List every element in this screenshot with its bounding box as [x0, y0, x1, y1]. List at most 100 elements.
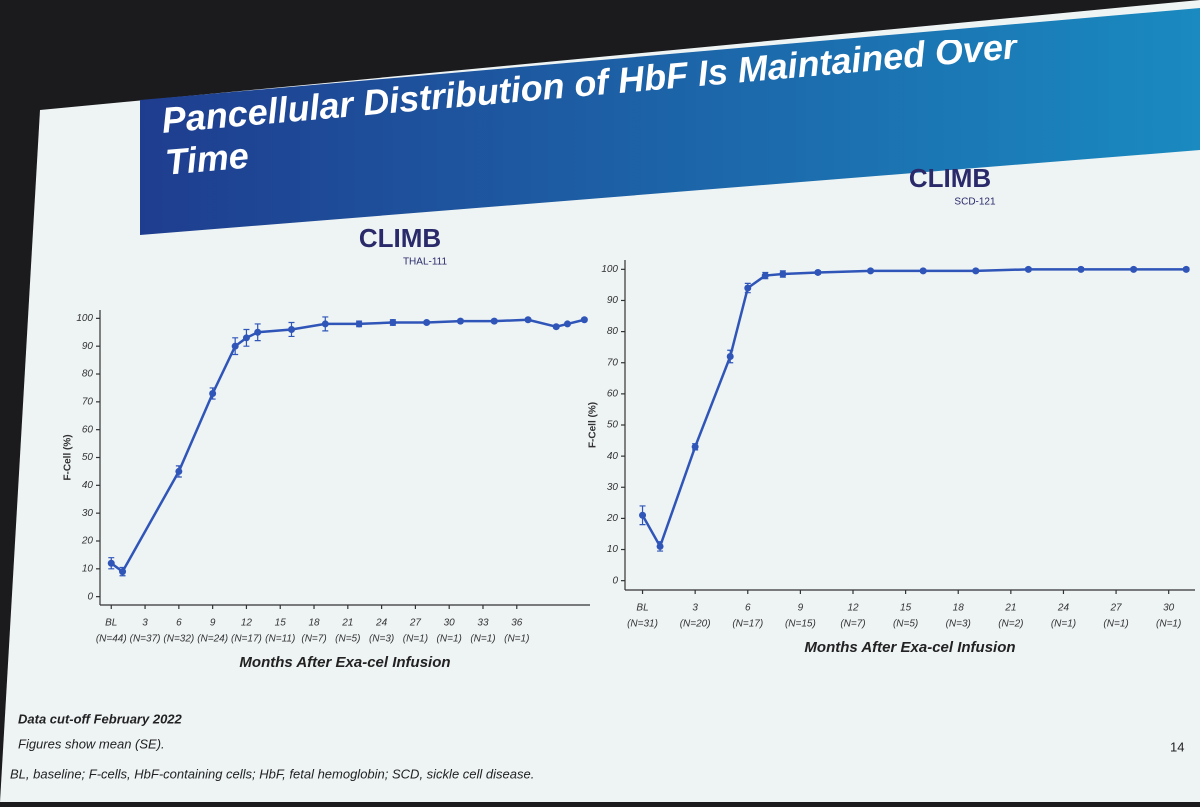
data-point: [972, 267, 980, 275]
x-tick-n: (N=1): [470, 634, 495, 645]
data-point: [744, 284, 752, 292]
x-tick-label: 6: [176, 618, 182, 629]
data-point: [231, 342, 239, 350]
series-line: [110, 318, 585, 574]
x-tick-n: (N=15): [785, 619, 816, 630]
data-point: [107, 559, 115, 567]
y-tick-label: 10: [607, 544, 619, 555]
y-tick-label: 80: [607, 326, 619, 337]
note: Figures show mean (SE).: [18, 736, 165, 751]
data-point: [287, 325, 295, 333]
data-point: [779, 270, 787, 278]
y-tick-label: 70: [607, 357, 619, 368]
x-tick-label: BL: [105, 618, 117, 629]
data-point: [1130, 265, 1138, 273]
logo: CLIMB: [359, 223, 441, 253]
y-tick-label: 80: [82, 369, 94, 380]
y-tick-label: 90: [82, 341, 94, 352]
title-box: Pancellular Distribution of HbF Is Maint…: [160, 40, 1018, 183]
x-tick-n: (N=7): [840, 619, 865, 630]
x-tick-n: (N=2): [998, 619, 1023, 630]
y-tick-label: 20: [81, 536, 94, 547]
x-tick-label: 12: [241, 618, 253, 629]
x-tick-label: 30: [444, 618, 456, 629]
x-tick-label: 24: [375, 618, 388, 629]
note: Data cut-off February 2022: [18, 711, 183, 726]
x-tick-label: 15: [275, 618, 287, 629]
y-tick-label: 100: [601, 264, 618, 275]
x-tick-n: (N=24): [197, 634, 228, 645]
data-point: [175, 467, 183, 475]
x-axis-label: Months After Exa-cel Infusion: [804, 639, 1015, 656]
x-tick-label: 12: [847, 603, 859, 614]
x-tick-n: (N=11): [265, 634, 295, 645]
data-point: [726, 353, 734, 361]
abbreviations: BL, baseline; F-cells, HbF-containing ce…: [10, 766, 534, 781]
data-point: [355, 320, 363, 328]
y-tick-label: 30: [607, 482, 619, 493]
y-tick-label: 0: [87, 591, 93, 602]
x-tick-label: 24: [1057, 603, 1070, 614]
x-tick-n: (N=5): [335, 634, 360, 645]
x-tick-label: BL: [636, 603, 648, 614]
data-point: [209, 389, 217, 397]
x-tick-label: 27: [409, 618, 422, 629]
y-tick-label: 50: [607, 420, 619, 431]
data-point: [563, 320, 571, 328]
x-tick-label: 36: [511, 618, 523, 629]
y-tick-label: 30: [82, 508, 94, 519]
data-point: [456, 317, 464, 325]
data-point: [639, 511, 647, 519]
x-tick-n: (N=1): [1156, 619, 1181, 630]
x-tick-label: 21: [341, 618, 353, 629]
x-tick-label: 27: [1110, 603, 1123, 614]
data-point: [919, 267, 927, 275]
data-point: [691, 443, 699, 451]
x-tick-label: 30: [1163, 603, 1175, 614]
x-tick-label: 21: [1004, 603, 1016, 614]
data-point: [761, 272, 769, 280]
x-tick-n: (N=17): [231, 634, 262, 645]
x-tick-n: (N=1): [504, 634, 529, 645]
x-tick-n: (N=31): [627, 619, 658, 630]
data-point: [254, 328, 262, 336]
data-point: [490, 317, 498, 325]
x-tick-n: (N=37): [130, 634, 161, 645]
y-tick-label: 40: [607, 451, 619, 462]
y-tick-label: 70: [82, 396, 94, 407]
x-tick-n: (N=1): [437, 634, 462, 645]
data-point: [656, 542, 664, 550]
y-axis-label: F-Cell (%): [63, 434, 74, 480]
y-tick-label: 40: [82, 480, 94, 491]
data-point: [423, 319, 431, 327]
y-tick-label: 20: [606, 513, 619, 524]
x-tick-n: (N=7): [301, 634, 326, 645]
subtitle: SCD-121: [954, 197, 996, 208]
title-banner: [140, 8, 1200, 235]
data-point: [580, 316, 588, 324]
y-tick-label: 90: [607, 295, 619, 306]
x-tick-n: (N=5): [893, 619, 918, 630]
x-axis-label: Months After Exa-cel Infusion: [239, 654, 450, 671]
x-tick-n: (N=17): [732, 619, 763, 630]
x-tick-label: 9: [798, 603, 804, 614]
y-tick-label: 60: [82, 424, 94, 435]
logo: CLIMB: [909, 163, 991, 193]
x-tick-label: 18: [953, 603, 965, 614]
x-tick-n: (N=1): [403, 634, 428, 645]
y-tick-label: 0: [612, 575, 618, 586]
y-tick-label: 10: [82, 563, 94, 574]
x-tick-label: 3: [692, 603, 698, 614]
x-tick-label: 33: [477, 618, 489, 629]
x-tick-label: 3: [142, 618, 148, 629]
data-point: [389, 319, 397, 327]
data-point: [867, 267, 875, 275]
x-tick-n: (N=3): [369, 634, 394, 645]
x-tick-n: (N=32): [163, 634, 194, 645]
x-tick-label: 15: [900, 603, 912, 614]
subtitle: THAL-111: [403, 257, 448, 268]
data-point: [1024, 265, 1032, 273]
x-tick-n: (N=1): [1051, 619, 1076, 630]
data-point: [814, 268, 822, 276]
